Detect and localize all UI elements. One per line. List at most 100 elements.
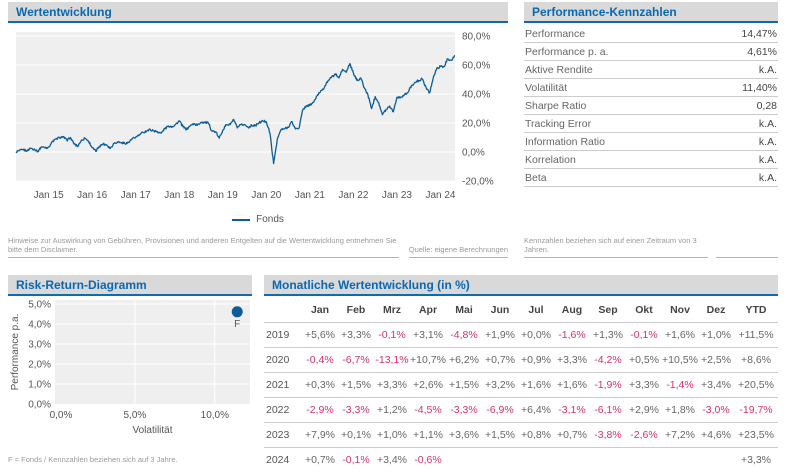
y-axis-tick-label: 80,0% xyxy=(462,32,490,43)
fonds-legend-line-icon xyxy=(232,219,250,221)
month-value: +1,6% xyxy=(554,373,590,398)
month-value: -4,8% xyxy=(446,323,482,348)
metric-label: Information Ratio xyxy=(525,136,605,148)
month-value: +1,0% xyxy=(374,423,410,448)
x-axis-tick-label: Jan 17 xyxy=(121,190,151,201)
month-column-header: Dez xyxy=(698,298,734,323)
month-value: +6,4% xyxy=(518,398,554,423)
metric-label: Volatilität xyxy=(525,82,567,94)
month-value: +0,7% xyxy=(554,423,590,448)
monthly-row-2020: 2020-0,4%-6,7%-13,1%+10,7%+6,2%+0,7%+0,9… xyxy=(264,348,778,373)
month-value: +2,5% xyxy=(698,348,734,373)
scatter-x-tick-label: 0,0% xyxy=(50,410,73,421)
x-axis-tick-label: Jan 21 xyxy=(295,190,325,201)
month-value: +10,7% xyxy=(410,348,446,373)
fonds-scatter-point-label: F xyxy=(234,319,240,330)
month-column-header: Sep xyxy=(590,298,626,323)
month-value xyxy=(590,448,626,472)
metric-label: Korrelation xyxy=(525,154,576,166)
month-column-header: YTD xyxy=(734,298,778,323)
chart-legend: Fonds xyxy=(8,214,508,225)
month-value: -3,3% xyxy=(338,398,374,423)
month-value: +0,7% xyxy=(302,448,338,472)
year-label: 2023 xyxy=(264,423,302,448)
metrics-note-row: Kennzahlen beziehen sich auf einen Zeitr… xyxy=(524,236,778,258)
risk-return-footnote: F = Fonds / Kennzahlen beziehen sich auf… xyxy=(8,455,177,464)
x-axis-tick-label: Jan 20 xyxy=(251,190,281,201)
month-value: +3,4% xyxy=(698,373,734,398)
year-label: 2019 xyxy=(264,323,302,348)
metric-value: k.A. xyxy=(759,154,777,166)
x-axis-tick-label: Jan 24 xyxy=(425,190,455,201)
month-column-header: Jun xyxy=(482,298,518,323)
month-value: +3,3% xyxy=(338,323,374,348)
metric-label: Performance p. a. xyxy=(525,46,608,58)
ytd-value: +20,5% xyxy=(734,373,778,398)
month-value: -1,4% xyxy=(662,373,698,398)
ytd-value: +8,6% xyxy=(734,348,778,373)
month-value xyxy=(482,448,518,472)
fees-disclaimer-note: Hinweise zur Auswirkung von Gebühren, Pr… xyxy=(8,236,399,258)
panel-title-wertentwicklung: Wertentwicklung xyxy=(8,2,508,23)
month-value: +2,6% xyxy=(410,373,446,398)
x-axis-tick-label: Jan 19 xyxy=(208,190,238,201)
year-label: 2021 xyxy=(264,373,302,398)
month-value: +6,2% xyxy=(446,348,482,373)
metric-value: 0,28 xyxy=(757,100,777,112)
month-value xyxy=(698,448,734,472)
y-axis-tick-label: 60,0% xyxy=(462,61,490,72)
year-column-header xyxy=(264,298,302,323)
metric-label: Sharpe Ratio xyxy=(525,100,586,112)
monthly-row-2022: 2022-2,9%-3,3%+1,2%-4,5%-3,3%-6,9%+6,4%-… xyxy=(264,398,778,423)
month-value: +1,5% xyxy=(482,423,518,448)
month-value xyxy=(554,448,590,472)
month-column-header: Feb xyxy=(338,298,374,323)
risk-return-panel: Risk-Return-Diagramm 5,0%4,0%3,0%2,0%1,0… xyxy=(8,275,252,466)
x-axis-tick-label: Jan 22 xyxy=(338,190,368,201)
month-value xyxy=(662,448,698,472)
month-value: +0,7% xyxy=(482,348,518,373)
metric-row: Sharpe Ratio 0,28 xyxy=(524,97,778,115)
month-value: +0,8% xyxy=(518,423,554,448)
month-value: +5,6% xyxy=(302,323,338,348)
metric-value: 14,47% xyxy=(741,28,777,40)
month-value: +3,6% xyxy=(446,423,482,448)
month-value: +3,3% xyxy=(374,373,410,398)
month-value: -3,1% xyxy=(554,398,590,423)
month-value xyxy=(518,448,554,472)
x-axis-tick-label: Jan 15 xyxy=(34,190,64,201)
month-value: +0,5% xyxy=(626,348,662,373)
scatter-y-tick-label: 1,0% xyxy=(28,380,51,391)
panel-title-risk-return: Risk-Return-Diagramm xyxy=(8,275,252,296)
fonds-legend-label: Fonds xyxy=(256,214,284,225)
scatter-y-axis-label: Performance p.a. xyxy=(10,314,21,391)
year-label: 2020 xyxy=(264,348,302,373)
month-value: -0,1% xyxy=(374,323,410,348)
fonds-scatter-point xyxy=(232,306,243,317)
x-axis-tick-label: Jan 18 xyxy=(164,190,194,201)
scatter-y-tick-label: 0,0% xyxy=(28,400,51,411)
scatter-y-tick-label: 4,0% xyxy=(28,320,51,331)
month-value: +0,1% xyxy=(338,423,374,448)
panel-title-monthly: Monatliche Wertentwicklung (in %) xyxy=(264,275,778,296)
month-value: +7,9% xyxy=(302,423,338,448)
y-axis-tick-label: -20,0% xyxy=(462,177,494,188)
month-value: +10,5% xyxy=(662,348,698,373)
metric-value: k.A. xyxy=(759,64,777,76)
year-label: 2024 xyxy=(264,448,302,472)
month-value: -4,5% xyxy=(410,398,446,423)
year-label: 2022 xyxy=(264,398,302,423)
month-column-header: Okt xyxy=(626,298,662,323)
month-value: -2,6% xyxy=(626,423,662,448)
month-column-header: Nov xyxy=(662,298,698,323)
month-value xyxy=(446,448,482,472)
chart-note-row: Hinweise zur Auswirkung von Gebühren, Pr… xyxy=(8,236,508,258)
month-value: +2,9% xyxy=(626,398,662,423)
month-value: -2,9% xyxy=(302,398,338,423)
scatter-y-tick-label: 3,0% xyxy=(28,340,51,351)
